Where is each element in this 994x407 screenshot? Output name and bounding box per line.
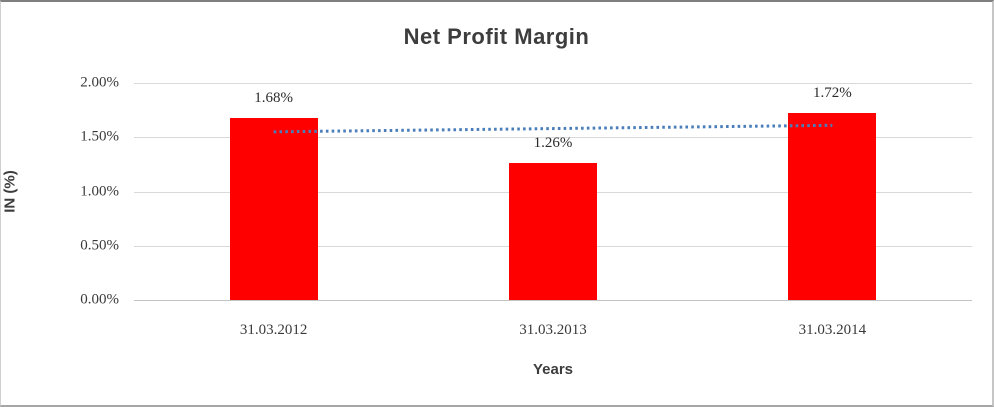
trendline-path — [273, 123, 833, 134]
data-label: 1.68% — [254, 89, 294, 106]
bar-31.03.2012 — [229, 117, 318, 300]
x-axis-line — [134, 300, 972, 301]
y-tick-label: 1.50% — [80, 128, 119, 145]
chart-title: Net Profit Margin — [403, 24, 590, 49]
x-tick-label: 31.03.2012 — [239, 322, 308, 338]
plot-area: 1.68% 1.26% 1.72% — [134, 83, 972, 301]
data-label: 1.72% — [812, 85, 852, 102]
y-tick-label: 2.00% — [80, 74, 119, 91]
gridline — [134, 83, 972, 84]
trendline — [273, 123, 833, 134]
gridline — [134, 137, 972, 139]
y-axis-title: IN (%) — [1, 170, 19, 213]
x-tick-label: 31.03.2013 — [519, 322, 587, 338]
bar-31.03.2013 — [509, 163, 597, 300]
y-tick-label: 0.50% — [80, 237, 119, 254]
y-tick-label: 1.00% — [80, 183, 119, 199]
bar-31.03.2014 — [788, 113, 877, 300]
data-label: 1.26% — [533, 135, 573, 152]
y-tick-label: 0.00% — [80, 291, 119, 308]
x-axis-title: Years — [532, 361, 574, 378]
x-tick-label: 31.03.2014 — [798, 322, 867, 338]
